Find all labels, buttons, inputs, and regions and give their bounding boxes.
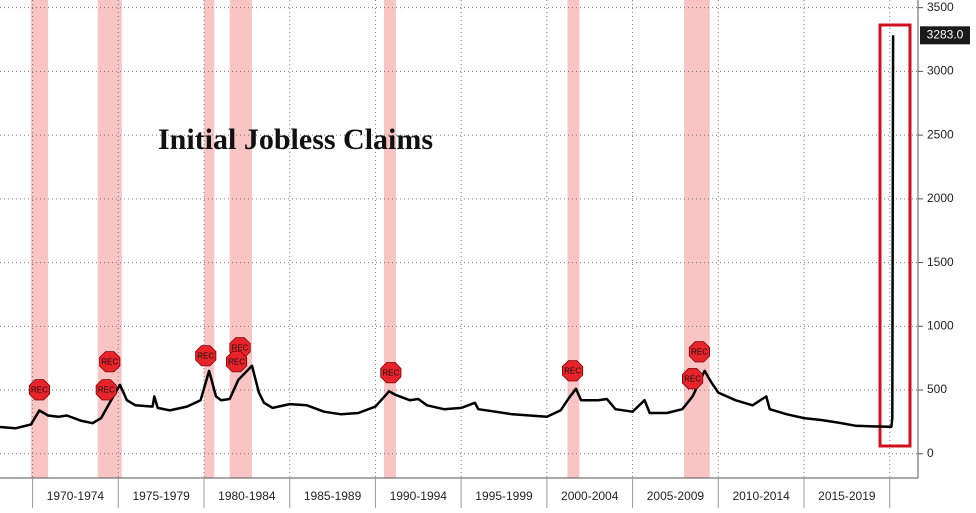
rec-marker <box>99 351 121 373</box>
x-tick-label: 1970-1974 <box>47 489 105 503</box>
x-tick-label: 1975-1979 <box>132 489 190 503</box>
rec-marker <box>225 351 248 373</box>
recession-band <box>384 0 396 478</box>
rec-marker <box>380 362 402 384</box>
y-tick-label: 3500 <box>927 0 954 14</box>
rec-marker <box>95 379 117 401</box>
recession-band <box>30 0 48 478</box>
y-tick-label: 2500 <box>927 127 954 141</box>
last-value-label: 3283.0 <box>927 27 964 41</box>
x-tick-label: 2005-2009 <box>647 489 705 503</box>
rec-marker <box>562 360 584 382</box>
rec-label: REC <box>382 368 399 377</box>
chart-title: Initial Jobless Claims <box>158 123 433 156</box>
series-line <box>0 35 895 430</box>
recession-band <box>204 0 215 478</box>
rec-label: REC <box>98 385 115 394</box>
recession-band <box>97 0 122 478</box>
y-tick-label: 0 <box>927 446 934 460</box>
x-tick-label: 2015-2019 <box>818 489 876 503</box>
rec-label: REC <box>31 385 48 394</box>
y-tick-label: 3000 <box>927 64 954 78</box>
x-tick-label: 2000-2004 <box>561 489 619 503</box>
y-tick-label: 2000 <box>927 191 954 205</box>
rec-marker <box>688 341 710 363</box>
x-tick-label: 2010-2014 <box>732 489 790 503</box>
y-tick-label: 1500 <box>927 255 954 269</box>
recession-band <box>684 0 710 478</box>
y-tick-label: 500 <box>927 382 947 396</box>
rec-label: REC <box>564 366 581 375</box>
y-tick-label: 1000 <box>927 318 954 332</box>
rec-marker <box>28 379 50 401</box>
last-value-box <box>920 26 970 45</box>
rec-marker <box>682 368 704 390</box>
rec-label: REC <box>691 347 708 356</box>
x-tick-label: 1990-1994 <box>390 489 448 503</box>
rec-label: REC <box>684 374 701 383</box>
grid <box>0 0 918 478</box>
rec-label: REC <box>197 351 214 360</box>
x-tick-label: 1980-1984 <box>218 489 276 503</box>
rec-label: REC <box>232 343 249 352</box>
rec-label: REC <box>228 357 245 366</box>
recession-band <box>567 0 580 478</box>
rec-label: REC <box>101 357 118 366</box>
rec-marker <box>195 345 217 367</box>
highlight-box <box>878 23 912 448</box>
x-tick-label: 1985-1989 <box>304 489 362 503</box>
x-tick-label: 1995-1999 <box>475 489 533 503</box>
